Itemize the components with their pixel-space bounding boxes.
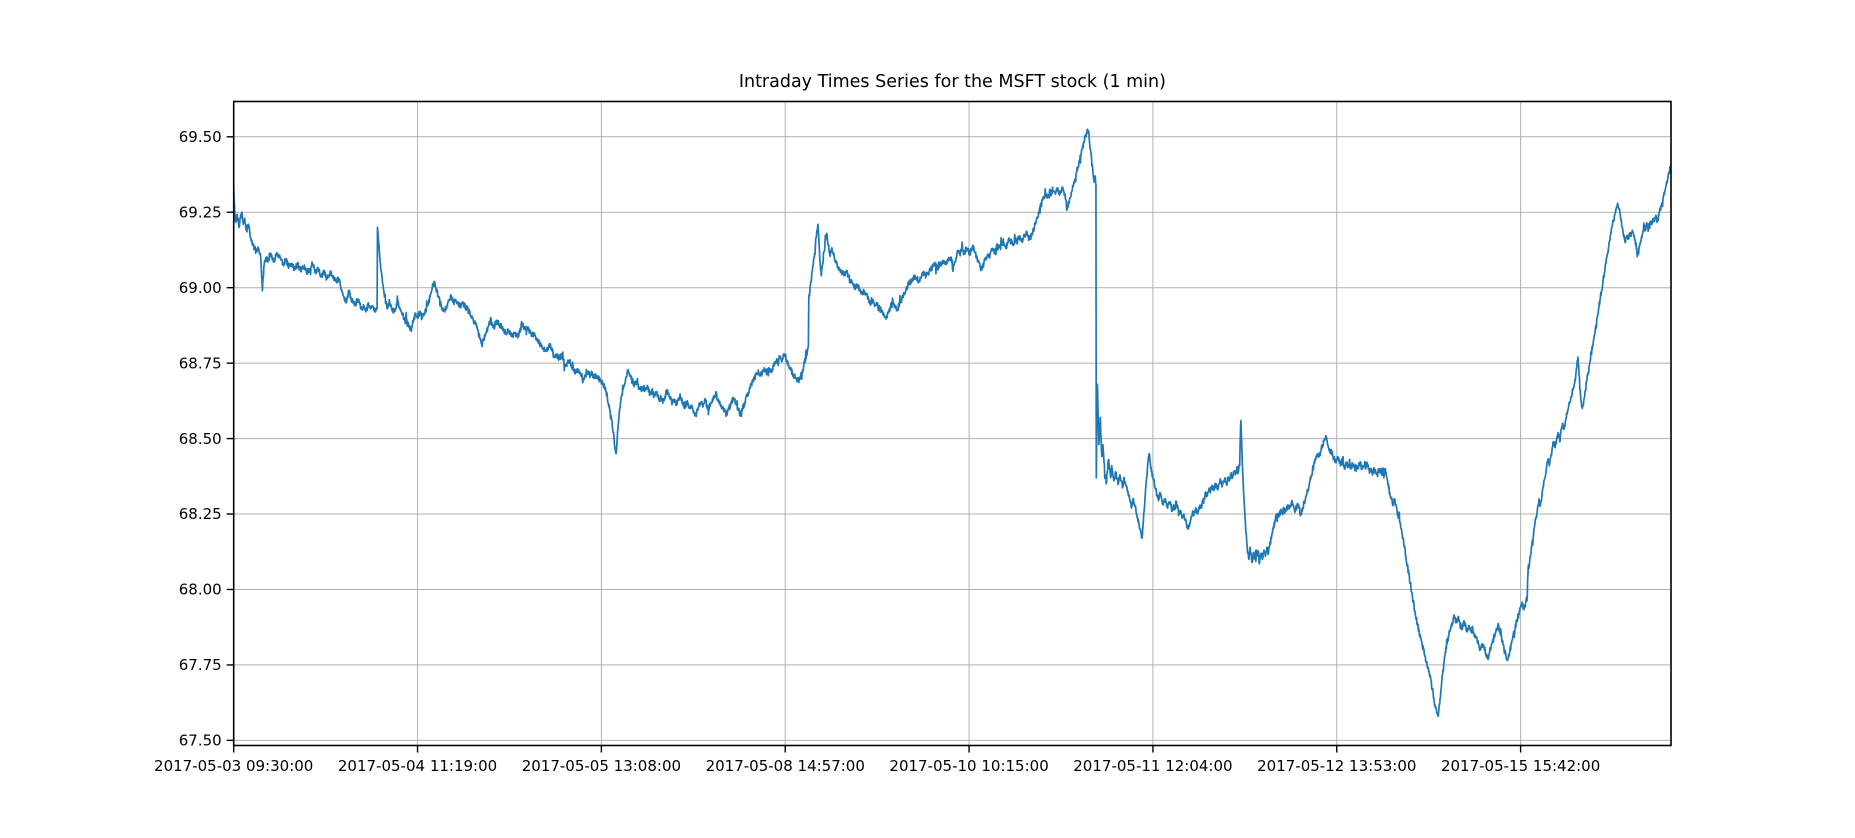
y-tick-label: 67.50 [179,732,222,750]
x-tick-label: 2017-05-15 15:42:00 [1441,757,1600,775]
y-tick-label: 67.75 [179,656,222,674]
x-tick-label: 2017-05-05 13:08:00 [522,757,681,775]
chart-title: Intraday Times Series for the MSFT stock… [739,72,1166,92]
x-tick-label: 2017-05-10 10:15:00 [889,757,1048,775]
y-tick-label: 68.00 [179,581,222,599]
axis-ticks [226,136,1522,753]
x-tick-label: 2017-05-03 09:30:00 [154,757,313,775]
y-tick-label: 69.50 [179,128,222,146]
x-tick-label: 2017-05-12 13:53:00 [1257,757,1416,775]
y-tick-label: 69.25 [179,203,222,221]
x-tick-label: 2017-05-08 14:57:00 [706,757,865,775]
stock-price-line [233,128,1672,718]
grid-lines [233,101,1671,746]
y-tick-label: 69.00 [179,279,222,297]
x-tick-label: 2017-05-04 11:19:00 [338,757,497,775]
y-tick-label: 68.50 [179,430,222,448]
price-line-series [233,128,1672,718]
axis-tick-labels: 2017-05-03 09:30:00 2017-05-04 11:19:00 20… [154,128,1600,775]
x-tick-label: 2017-05-11 12:04:00 [1073,757,1232,775]
axes-border [232,100,1672,747]
y-tick-label: 68.25 [179,505,222,523]
y-tick-label: 68.75 [179,354,222,372]
